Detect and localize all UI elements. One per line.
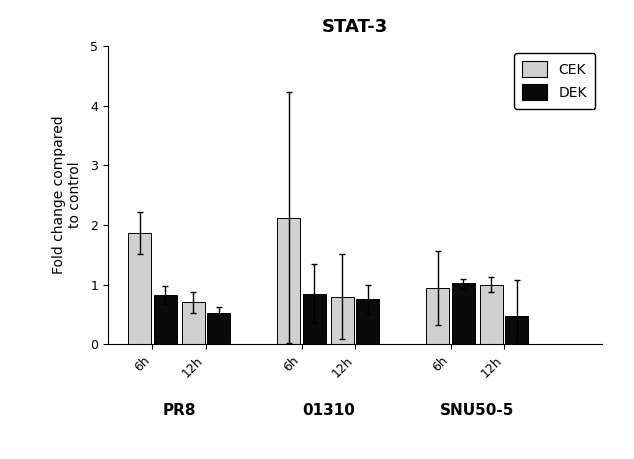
Bar (153, 295, 177, 344)
Bar (356, 299, 379, 344)
Bar (505, 316, 528, 344)
Bar (452, 283, 475, 344)
Legend: CEK, DEK: CEK, DEK (514, 53, 595, 108)
Text: SNU50-5: SNU50-5 (440, 403, 515, 418)
Text: 01310: 01310 (302, 403, 354, 418)
Bar (303, 294, 326, 344)
Bar (128, 233, 151, 344)
Bar (331, 297, 354, 344)
Title: STAT-3: STAT-3 (322, 18, 388, 36)
Bar (480, 285, 503, 344)
Bar (182, 302, 205, 344)
Text: PR8: PR8 (162, 403, 196, 418)
Bar (207, 313, 230, 344)
Bar (427, 287, 450, 344)
Y-axis label: Fold change compared
to control: Fold change compared to control (51, 116, 82, 274)
Bar (277, 218, 301, 344)
